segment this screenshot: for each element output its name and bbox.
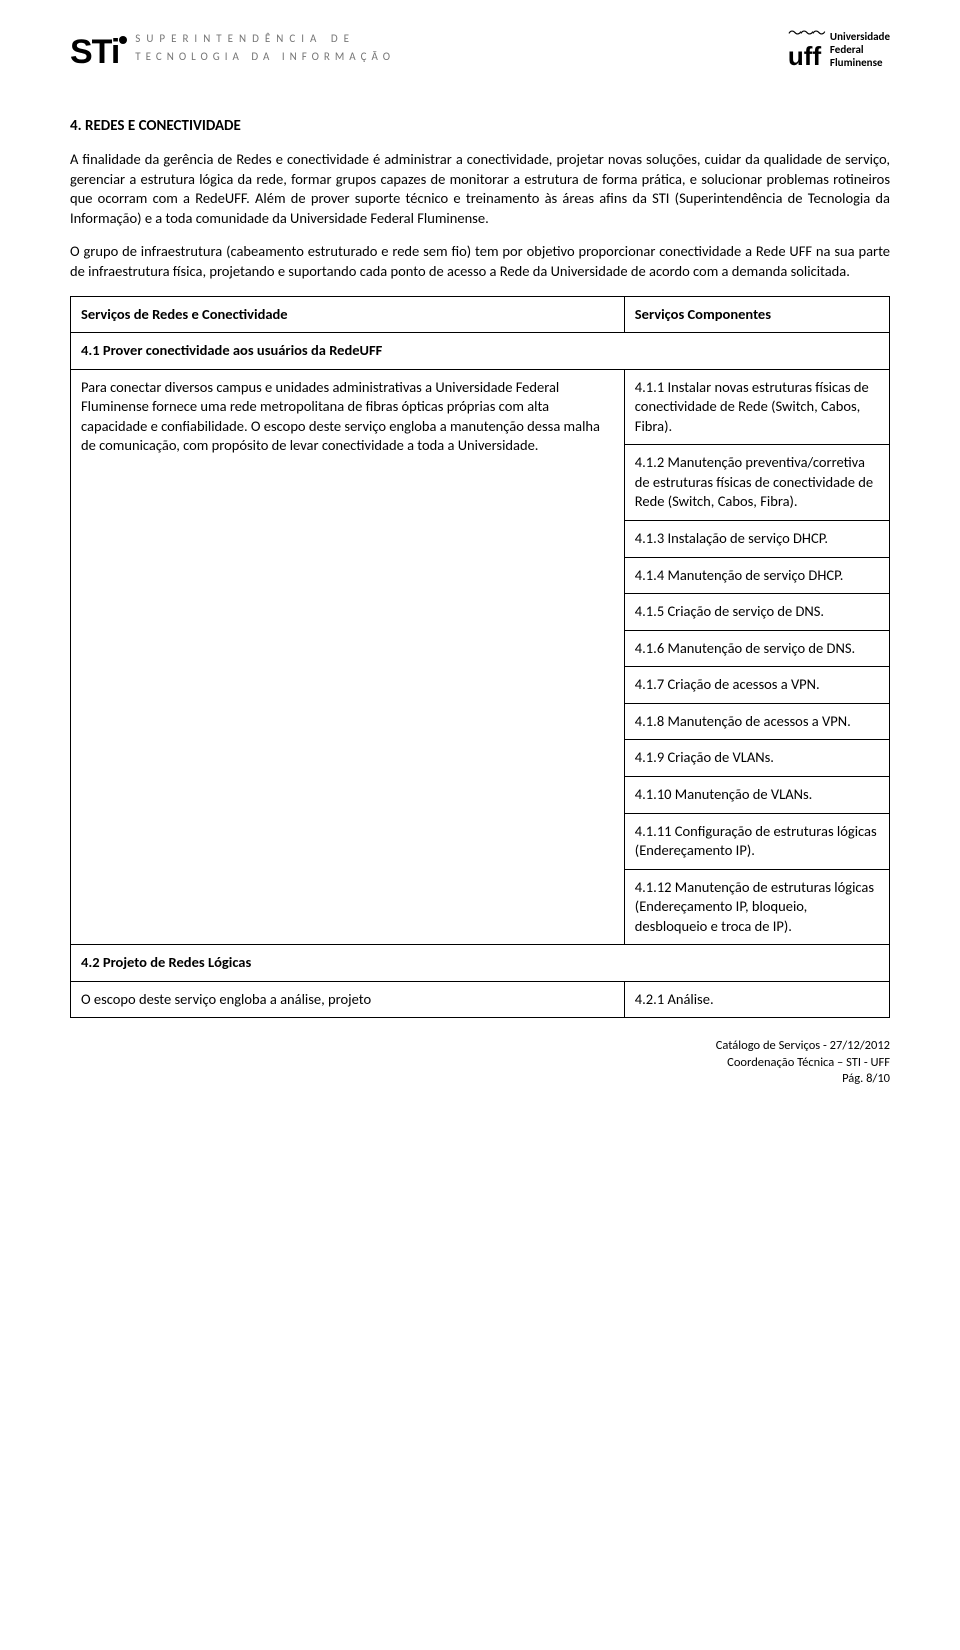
sti-line2: TECNOLOGIA DA INFORMAÇÃO bbox=[135, 48, 395, 66]
page-footer: Catálogo de Serviços - 27/12/2012 Coorde… bbox=[70, 1038, 890, 1087]
dot-icon bbox=[119, 36, 127, 44]
component-item: 4.1.10 Manutenção de VLANs. bbox=[625, 776, 889, 813]
row-4-2-component: 4.2.1 Análise. bbox=[624, 981, 889, 1018]
sti-mark: STi bbox=[70, 30, 127, 76]
table-row: O escopo deste serviço engloba a análise… bbox=[71, 981, 890, 1018]
component-item: 4.1.8 Manutenção de acessos a VPN. bbox=[625, 703, 889, 740]
component-item: 4.1.3 Instalação de serviço DHCP. bbox=[625, 520, 889, 557]
section-title: 4. REDES E CONECTIVIDADE bbox=[70, 116, 890, 136]
component-item: 4.1.6 Manutenção de serviço de DNS. bbox=[625, 630, 889, 667]
footer-line2: Coordenação Técnica – STI - UFF bbox=[70, 1055, 890, 1071]
table-row: Para conectar diversos campus e unidades… bbox=[71, 369, 890, 945]
component-item: 4.1.5 Criação de serviço de DNS. bbox=[625, 593, 889, 630]
component-item: 4.1.12 Manutenção de estruturas lógicas … bbox=[625, 869, 889, 945]
footer-line3: Pág. 8/10 bbox=[70, 1071, 890, 1087]
row-4-1-components: 4.1.1 Instalar novas estruturas físicas … bbox=[624, 369, 889, 945]
footer-line1: Catálogo de Serviços - 27/12/2012 bbox=[70, 1038, 890, 1054]
row-4-2-title: 4.2 Projeto de Redes Lógicas bbox=[71, 945, 890, 982]
row-4-2-desc: O escopo deste serviço engloba a análise… bbox=[71, 981, 625, 1018]
sti-line1: SUPERINTENDÊNCIA DE bbox=[135, 30, 395, 48]
component-item: 4.1.11 Configuração de estruturas lógica… bbox=[625, 813, 889, 869]
uff-name1: Universidade bbox=[830, 30, 890, 43]
row-4-1-desc: Para conectar diversos campus e unidades… bbox=[71, 369, 625, 945]
page-header: STi SUPERINTENDÊNCIA DE TECNOLOGIA DA IN… bbox=[70, 30, 890, 76]
component-item: 4.1.2 Manutenção preventiva/corretiva de… bbox=[625, 444, 889, 520]
component-item: 4.1.1 Instalar novas estruturas físicas … bbox=[625, 370, 889, 445]
intro-paragraph-1: A finalidade da gerência de Redes e cone… bbox=[70, 150, 890, 228]
uff-name3: Fluminense bbox=[830, 56, 890, 69]
th-components: Serviços Componentes bbox=[624, 296, 889, 333]
table-row: 4.2 Projeto de Redes Lógicas bbox=[71, 945, 890, 982]
component-item: 4.1.4 Manutenção de serviço DHCP. bbox=[625, 557, 889, 594]
logo-sti: STi SUPERINTENDÊNCIA DE TECNOLOGIA DA IN… bbox=[70, 30, 395, 76]
table-header-row: Serviços de Redes e Conectividade Serviç… bbox=[71, 296, 890, 333]
intro-paragraph-2: O grupo de infraestrutura (cabeamento es… bbox=[70, 242, 890, 281]
logo-uff: 〜〜〜 uff Universidade Federal Fluminense bbox=[788, 30, 890, 74]
uff-name2: Federal bbox=[830, 43, 890, 56]
services-table: Serviços de Redes e Conectividade Serviç… bbox=[70, 296, 890, 1019]
th-services: Serviços de Redes e Conectividade bbox=[71, 296, 625, 333]
row-4-1-title: 4.1 Prover conectividade aos usuários da… bbox=[71, 333, 890, 370]
sti-subtitle: SUPERINTENDÊNCIA DE TECNOLOGIA DA INFORM… bbox=[135, 30, 395, 65]
uff-mark-block: 〜〜〜 uff bbox=[788, 30, 824, 74]
uff-name: Universidade Federal Fluminense bbox=[830, 30, 890, 70]
component-item: 4.1.7 Criação de acessos a VPN. bbox=[625, 666, 889, 703]
sti-mark-text: STi bbox=[70, 33, 119, 71]
wave-icon: 〜〜〜 bbox=[788, 30, 824, 37]
uff-mark: uff bbox=[788, 41, 821, 71]
table-row: 4.1 Prover conectividade aos usuários da… bbox=[71, 333, 890, 370]
component-item: 4.1.9 Criação de VLANs. bbox=[625, 739, 889, 776]
